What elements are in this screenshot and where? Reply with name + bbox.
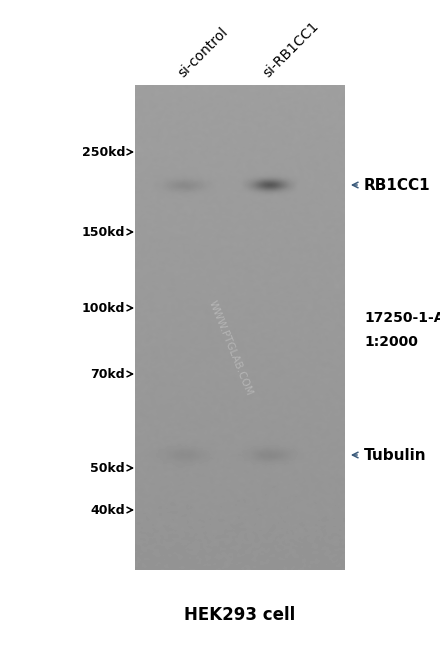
Text: 100kd: 100kd <box>82 302 125 314</box>
Text: 1:2000: 1:2000 <box>364 335 418 349</box>
Text: RB1CC1: RB1CC1 <box>364 178 431 192</box>
Text: HEK293 cell: HEK293 cell <box>184 606 296 624</box>
Text: 70kd: 70kd <box>90 368 125 381</box>
Text: Tubulin: Tubulin <box>364 448 427 462</box>
Text: 150kd: 150kd <box>82 226 125 239</box>
Text: 40kd: 40kd <box>90 503 125 517</box>
Text: 250kd: 250kd <box>82 145 125 159</box>
Text: si-RB1CC1: si-RB1CC1 <box>260 19 321 80</box>
Text: 17250-1-AP: 17250-1-AP <box>364 311 440 325</box>
Text: 50kd: 50kd <box>90 462 125 474</box>
Text: si-control: si-control <box>175 25 231 80</box>
Text: WWW.PTGLAB.COM: WWW.PTGLAB.COM <box>206 299 254 397</box>
